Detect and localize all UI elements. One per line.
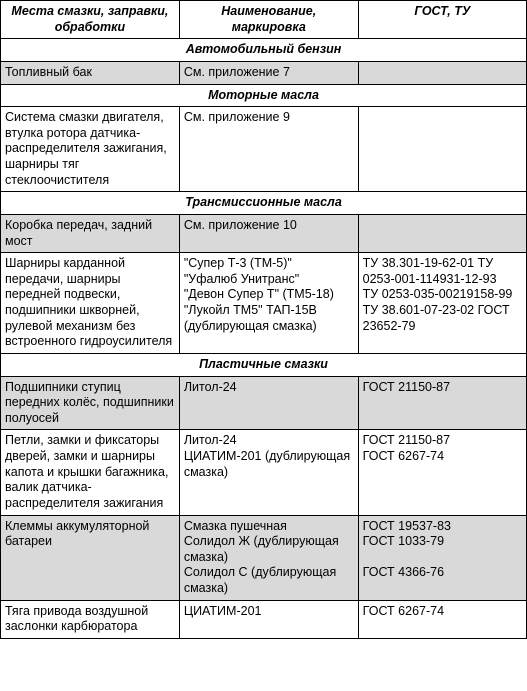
cell-c2: Литол-24ЦИАТИМ-201 (дублирующая смазка) bbox=[179, 430, 358, 515]
table-row: Петли, замки и фиксаторы дверей, замки и… bbox=[1, 430, 527, 515]
section-row: Трансмиссионные масла bbox=[1, 192, 527, 215]
cell-c2: См. приложение 7 bbox=[179, 61, 358, 84]
cell-c2: Литол-24 bbox=[179, 376, 358, 430]
section-row: Пластичные смазки bbox=[1, 353, 527, 376]
cell-c1: Клеммы аккумуляторной батареи bbox=[1, 515, 180, 600]
cell-c1: Коробка передач, задний мост bbox=[1, 214, 180, 252]
cell-c2: ЦИАТИМ-201 bbox=[179, 600, 358, 638]
table-row: Тяга привода воздушной заслонки карбюрат… bbox=[1, 600, 527, 638]
cell-c1: Подшипники ступиц передних колёс, подшип… bbox=[1, 376, 180, 430]
cell-c3: ТУ 38.301-19-62-01 ТУ 0253-001-114931-12… bbox=[358, 253, 526, 354]
cell-c2: См. приложение 10 bbox=[179, 214, 358, 252]
cell-c3: ГОСТ 21150-87 bbox=[358, 376, 526, 430]
cell-c3 bbox=[358, 61, 526, 84]
table-row: Коробка передач, задний мостСм. приложен… bbox=[1, 214, 527, 252]
col-header-location: Места смазки, заправки, обработки bbox=[1, 1, 180, 39]
cell-c3 bbox=[358, 107, 526, 192]
table-row: Шарниры карданной передачи, шарниры пере… bbox=[1, 253, 527, 354]
table-row: Топливный бакСм. приложение 7 bbox=[1, 61, 527, 84]
table-body: Автомобильный бензинТопливный бакСм. при… bbox=[1, 39, 527, 639]
cell-c3: ГОСТ 6267-74 bbox=[358, 600, 526, 638]
section-row: Моторные масла bbox=[1, 84, 527, 107]
table-row: Подшипники ступиц передних колёс, подшип… bbox=[1, 376, 527, 430]
section-title: Пластичные смазки bbox=[1, 353, 527, 376]
section-title: Моторные масла bbox=[1, 84, 527, 107]
section-title: Трансмиссионные масла bbox=[1, 192, 527, 215]
cell-c1: Тяга привода воздушной заслонки карбюрат… bbox=[1, 600, 180, 638]
cell-c1: Петли, замки и фиксаторы дверей, замки и… bbox=[1, 430, 180, 515]
col-header-name: Наименование, маркировка bbox=[179, 1, 358, 39]
cell-c2: "Супер Т-3 (ТМ-5)""Уфалюб Унитранс""Дево… bbox=[179, 253, 358, 354]
cell-c1: Система смазки двигателя, втулка ротора … bbox=[1, 107, 180, 192]
cell-c2: Смазка пушечнаяСолидол Ж (дублирующая см… bbox=[179, 515, 358, 600]
col-header-gost: ГОСТ, ТУ bbox=[358, 1, 526, 39]
cell-c3 bbox=[358, 214, 526, 252]
cell-c1: Топливный бак bbox=[1, 61, 180, 84]
cell-c1: Шарниры карданной передачи, шарниры пере… bbox=[1, 253, 180, 354]
section-row: Автомобильный бензин bbox=[1, 39, 527, 62]
cell-c2: См. приложение 9 bbox=[179, 107, 358, 192]
section-title: Автомобильный бензин bbox=[1, 39, 527, 62]
table-header-row: Места смазки, заправки, обработки Наимен… bbox=[1, 1, 527, 39]
table-row: Система смазки двигателя, втулка ротора … bbox=[1, 107, 527, 192]
cell-c3: ГОСТ 21150-87ГОСТ 6267-74 bbox=[358, 430, 526, 515]
cell-c3: ГОСТ 19537-83ГОСТ 1033-79ГОСТ 4366-76 bbox=[358, 515, 526, 600]
table-row: Клеммы аккумуляторной батареиСмазка пуше… bbox=[1, 515, 527, 600]
lubrication-table: Места смазки, заправки, обработки Наимен… bbox=[0, 0, 527, 639]
